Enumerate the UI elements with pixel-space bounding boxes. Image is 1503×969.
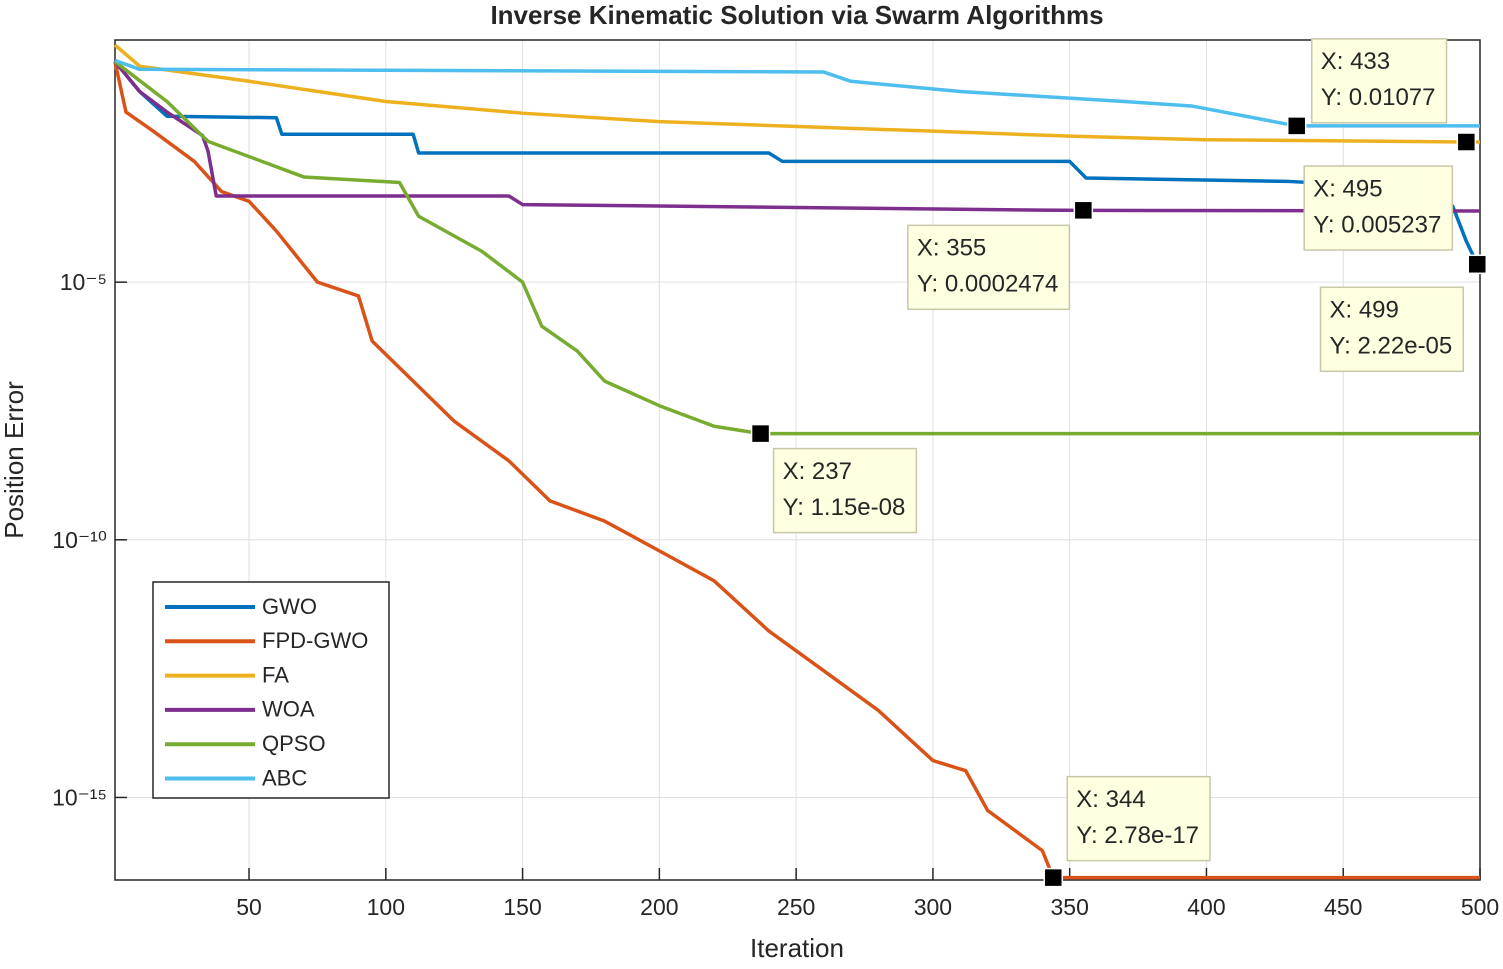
- datatip-marker: [1043, 867, 1064, 888]
- legend-label: FA: [262, 662, 289, 687]
- series-line: [113, 61, 1480, 880]
- datatip-y: Y: 0.0002474: [917, 271, 1058, 298]
- legend-label: GWO: [262, 594, 317, 619]
- x-tick-label: 100: [367, 894, 405, 920]
- legend-label: WOA: [262, 697, 315, 722]
- datatip-box: [772, 447, 918, 534]
- x-tick-label: 150: [503, 894, 541, 920]
- x-tick-label: 400: [1187, 894, 1225, 920]
- datatip-x: X: 433: [1321, 48, 1390, 75]
- datatip: X: 433 Y: 0.01077: [1286, 38, 1448, 136]
- x-tick-label: 200: [640, 894, 678, 920]
- datatip-x: X: 344: [1076, 786, 1145, 813]
- x-tick-label: 50: [236, 894, 262, 920]
- datatip: X: 355 Y: 0.0002474: [907, 200, 1094, 311]
- datatip-y: Y: 0.005237: [1313, 211, 1441, 238]
- series-line: [113, 60, 1480, 436]
- series-line: [113, 43, 1480, 144]
- datatip-x: X: 499: [1329, 297, 1398, 324]
- datatip: X: 237 Y: 1.15e-08: [750, 423, 918, 534]
- chart-title: Inverse Kinematic Solution via Swarm Alg…: [490, 0, 1103, 30]
- series-line: [113, 60, 1480, 267]
- legend: GWO FPD-GWO FA WOA QPSO ABC: [152, 581, 390, 799]
- datatip-box: [1319, 286, 1465, 373]
- datatip: X: 344 Y: 2.78e-17: [1043, 775, 1211, 888]
- datatip-x: X: 355: [917, 235, 986, 262]
- x-tick-label: 300: [914, 894, 952, 920]
- datatip-box: [907, 224, 1071, 311]
- legend-label: FPD-GWO: [262, 628, 368, 653]
- legend-box: [152, 581, 390, 799]
- legend-label: ABC: [262, 765, 307, 790]
- x-axis-label: Iteration: [750, 933, 844, 963]
- x-tick-label: 350: [1050, 894, 1088, 920]
- datatip-y: Y: 0.01077: [1321, 84, 1436, 111]
- legend-label: QPSO: [262, 731, 326, 756]
- x-tick-label: 500: [1461, 894, 1499, 920]
- datatip-marker: [1286, 116, 1307, 136]
- datatip: X: 499 Y: 2.22e-05: [1319, 254, 1488, 373]
- datatip: X: 495 Y: 0.005237: [1303, 132, 1477, 251]
- datatip-y: Y: 2.78e-17: [1076, 822, 1199, 849]
- y-axis-label: Position Error: [0, 381, 29, 539]
- axes-box: [114, 39, 1481, 881]
- datatip-box: [1066, 775, 1211, 862]
- datatip-marker: [1456, 132, 1477, 152]
- datatip-x: X: 495: [1313, 175, 1382, 202]
- x-tick-label: 250: [777, 894, 815, 920]
- y-tick-label: 10⁻¹⁵: [52, 785, 107, 811]
- datatip-y: Y: 1.15e-08: [783, 494, 906, 521]
- datatip-marker: [1073, 200, 1094, 221]
- y-tick-label: 10⁻¹⁰: [52, 527, 107, 553]
- datatip-box: [1303, 165, 1454, 251]
- datatip-box: [1310, 38, 1448, 124]
- datatip-marker: [750, 423, 771, 444]
- y-tick-label: 10⁻⁵: [60, 269, 107, 295]
- datatip-x: X: 237: [783, 458, 852, 485]
- datatip-y: Y: 2.22e-05: [1329, 333, 1452, 360]
- series-line: [113, 60, 1481, 213]
- x-tick-label: 450: [1324, 894, 1362, 920]
- datatip-marker: [1467, 254, 1488, 275]
